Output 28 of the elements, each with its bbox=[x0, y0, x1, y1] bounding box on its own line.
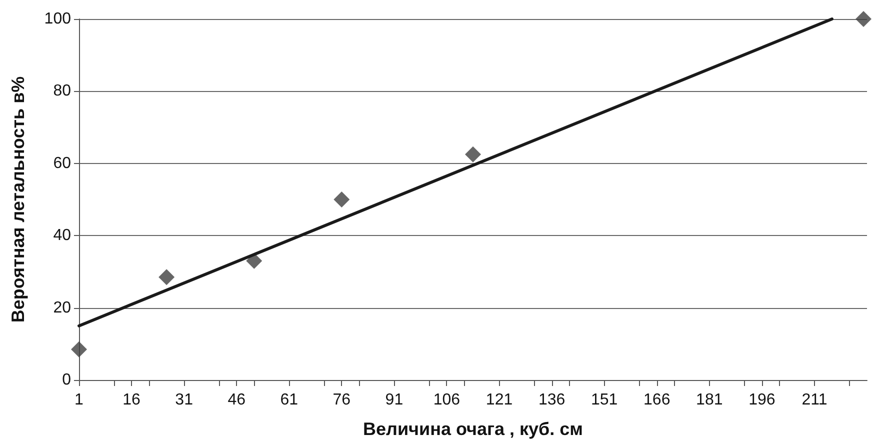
x-tick-label: 46 bbox=[228, 392, 246, 408]
x-tick-label: 31 bbox=[175, 392, 194, 408]
y-tick-label: 100 bbox=[44, 10, 72, 28]
x-tick-label: 136 bbox=[538, 392, 566, 408]
x-tick-label: 196 bbox=[748, 392, 776, 408]
y-axis-title: Вероятная летальность в% bbox=[8, 76, 28, 323]
point bbox=[465, 146, 481, 162]
point bbox=[856, 11, 872, 27]
y-tick-label: 20 bbox=[53, 299, 72, 316]
x-tick-label: 151 bbox=[590, 392, 618, 408]
y-tick-label: 80 bbox=[53, 82, 72, 100]
x-tick-label: 166 bbox=[644, 392, 670, 408]
point bbox=[158, 269, 175, 286]
y-tick-label: 0 bbox=[62, 372, 72, 388]
x-tick-label: 211 bbox=[802, 392, 828, 408]
x-tick-label: 16 bbox=[122, 392, 141, 408]
x-tick-label: 121 bbox=[486, 392, 513, 408]
point bbox=[71, 341, 87, 358]
y-tick-label: 40 bbox=[53, 227, 72, 244]
x-tick-label: 91 bbox=[385, 392, 404, 408]
x-axis-title: Величина очага , куб. см bbox=[363, 419, 583, 439]
point bbox=[334, 192, 350, 208]
x-tick-label: 106 bbox=[433, 392, 460, 408]
y-tick-label: 60 bbox=[53, 154, 72, 172]
x-tick-label: 61 bbox=[280, 392, 298, 408]
x-tick-label: 76 bbox=[332, 392, 351, 408]
x-tick-label: 1 bbox=[74, 392, 84, 408]
x-tick-label: 181 bbox=[696, 392, 723, 408]
